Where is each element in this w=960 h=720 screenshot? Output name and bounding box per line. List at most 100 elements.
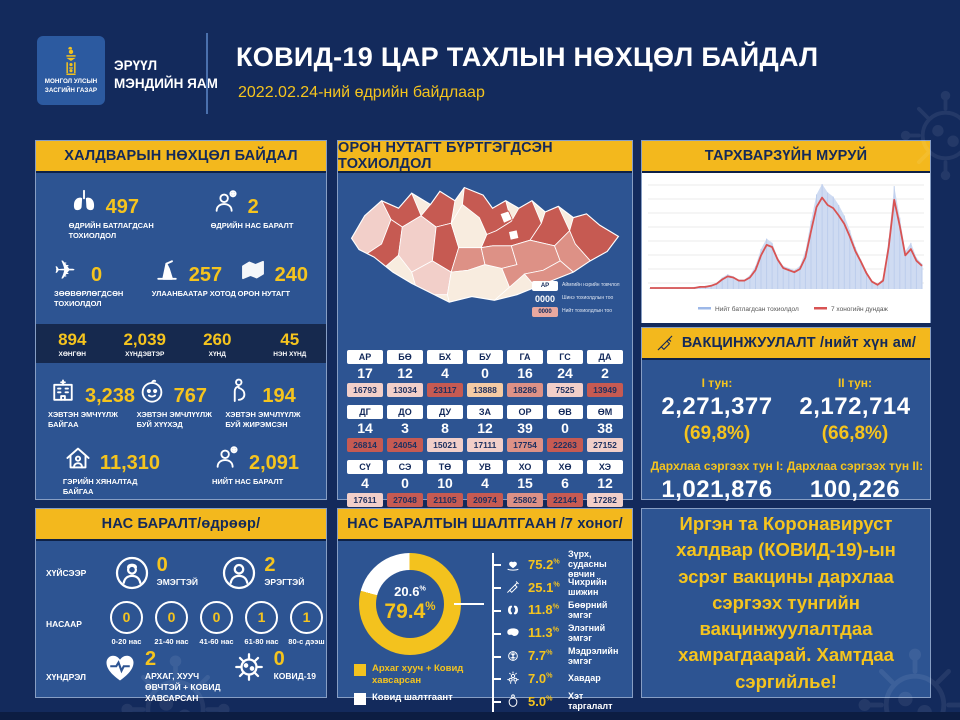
province-abbr: СЭ: [387, 460, 423, 474]
cause-percent: 11.3%: [528, 625, 559, 641]
vaccination-dose-label: Дархлаа сэргээх тун I:: [650, 459, 784, 473]
deaths-by-age-row: НАСААР 0 0-20 нас 0 21-40 нас 0 41-60 нас 1 61-8…: [46, 598, 325, 649]
syringe-icon: [656, 334, 674, 352]
government-logo: МОНГОЛ УЛСЫН ЗАСГИЙН ГАЗАР: [37, 36, 105, 105]
curve-panel-title: ТАРХВАРЗҮЙН МУРУЙ: [642, 141, 930, 173]
age-value: 0: [200, 600, 233, 634]
stat-value: 2: [247, 196, 259, 218]
donut-comorbid-pct: 79.4%: [384, 599, 436, 623]
vaccination-panel-header: ВАКЦИНЖУУЛАЛТ /нийт хүн ам/: [642, 328, 930, 360]
heart-hand-icon: [505, 556, 521, 572]
stat-label: ЗӨӨВӨРЛӨГДСӨН ТОХИОЛДОЛ: [54, 289, 124, 309]
cause-percent: 7.0%: [528, 670, 553, 686]
virus-icon: [231, 649, 267, 685]
province-cell: ГА 16 18286: [507, 350, 543, 397]
complication-stat: 2 АРХАГ, ХУУЧ ӨВЧТЭЙ + КОВИД ХАВСАРСАН: [102, 649, 231, 704]
deaths-by-complication-row: ХҮНДРЭЛ 2 АРХАГ, ХУУЧ ӨВЧТЭЙ + КОВИД ХАВСА…: [46, 649, 316, 704]
stat-value: 0: [91, 264, 103, 287]
province-cell: ӨВ 0 22263: [547, 405, 583, 452]
regional-panel-title: ОРОН НУТАГТ БҮРТГЭГДСЭН ТОХИОЛДОЛ: [338, 140, 632, 173]
cause-name: Бөөрний эмгэг: [568, 599, 608, 620]
province-abbr: БӨ: [387, 350, 423, 364]
cause-percent: 5.0%: [528, 693, 553, 709]
obesity-icon: [505, 693, 521, 709]
province-total-cases: 25802: [507, 493, 543, 507]
stat-value: 257: [188, 264, 223, 287]
severity-label: ХӨНГӨН: [58, 350, 87, 358]
vaccination-panel: ВАКЦИНЖУУЛАЛТ /нийт хүн ам/ I тун: 2,271,…: [641, 327, 931, 527]
kidney-icon: [505, 602, 521, 618]
map-legend-swatch: АР: [532, 281, 558, 291]
stat: ✈ 0 ЗӨӨВӨРЛӨГДСӨН ТОХИОЛДОЛ: [54, 255, 150, 309]
stat-value: 11,310: [99, 451, 160, 474]
causes-panel-title: НАС БАРАЛТЫН ШАЛТГААН /7 хоног/: [338, 509, 632, 541]
province-new-cases: 16: [517, 365, 533, 381]
soyombo-icon: [60, 46, 82, 76]
stat-label: ОРОН НУТАГТ: [237, 289, 291, 299]
baby-icon: [137, 376, 167, 406]
province-cell: ДО 3 24054: [387, 405, 423, 452]
vaccination-count: 2,172,714: [799, 393, 911, 420]
age-stat: 1 80-с дээш: [284, 600, 329, 646]
severity-value: 260: [203, 329, 232, 349]
cause-item: 11.3% Элэгний эмгэг: [494, 621, 624, 644]
province-cell: БХ 4 23117: [427, 350, 463, 397]
province-total-cases: 22144: [547, 493, 583, 507]
complication-value: 2: [145, 648, 157, 670]
severity-value: 45: [280, 329, 300, 349]
ministry-line1: ЭРҮҮЛ: [114, 58, 158, 73]
map-legend-text: Шинэ тохиолдлын тоо: [562, 295, 614, 302]
province-cell: ЗА 12 17111: [467, 405, 503, 452]
stat-label: ӨДРИЙН НАС БАРАЛТ: [210, 221, 294, 230]
province-new-cases: 24: [557, 365, 573, 381]
legend-swatch: [354, 664, 366, 676]
stat-label: ХЭВТЭН ЭМЧЛҮҮЛЖ БУЙ ЖИРЭМСЭН: [225, 409, 301, 429]
age-range-label: 0-20 нас: [111, 636, 142, 646]
cause-percent: 75.2%: [528, 556, 560, 572]
epidemic-curve-chart: Нийт батлагдсан тохиолдол 7 хоногийн дунд…: [642, 173, 930, 323]
infection-stats-row3: 3,238 ХЭВТЭН ЭМЧҮҮЛЖ БАЙГАА 767 ХЭВТЭН ЭМЧЛ…: [36, 363, 326, 430]
age-value: 1: [245, 600, 278, 634]
cause-name: Хэт таргалалт: [568, 691, 613, 712]
region-icon: [238, 255, 268, 285]
province-table-row: СҮ 4 17611 СЭ 0 27048 ТӨ 10 21105 УВ 4 20974 ХО 15 258…: [347, 460, 623, 507]
stat: 2,091 НИЙТ НАС БАРАЛТ: [212, 443, 299, 497]
province-cell: ХЭ 12 17282: [587, 460, 623, 507]
mongolia-map-svg: [350, 186, 620, 303]
city-inset: [499, 210, 513, 224]
province-cell: БУ 0 13888: [467, 350, 503, 397]
logo-line2: ЗАСГИЙН ГАЗАР: [44, 86, 98, 94]
province-total-cases: 17611: [347, 493, 383, 507]
province-new-cases: 2: [601, 365, 609, 381]
cause-percent: 11.8%: [528, 602, 559, 618]
deaths-age-label: НАСААР: [46, 618, 82, 629]
legend-swatch: [354, 692, 366, 705]
map-legend: АР Аймгийн нэрийн товчлол 0000 Шинэ тохиолд…: [532, 281, 622, 320]
province-new-cases: 0: [481, 365, 489, 381]
province-total-cases: 18286: [507, 383, 543, 397]
virus-watermark: [855, 645, 960, 720]
complication-label: АРХАГ, ХУУЧ ӨВЧТЭЙ + КОВИД ХАВСАРСАН: [145, 671, 221, 704]
legend-label: Ковид шалтгаант: [372, 691, 453, 703]
stat-label: ХЭВТЭН ЭМЧҮҮЛЖ БАЙГАА: [48, 409, 118, 429]
province-abbr: ГС: [547, 350, 583, 364]
province-cell: ТӨ 10 21105: [427, 460, 463, 507]
stat-value: 194: [262, 384, 296, 407]
province-region: [446, 264, 510, 303]
province-total-cases: 20974: [467, 493, 503, 507]
donut-chart: 20.6% 79.4%: [359, 553, 461, 655]
sex-stat: 2 ЭРЭГТЭЙ: [221, 555, 304, 591]
province-new-cases: 4: [441, 365, 449, 381]
stat: 240 ОРОН НУТАГТ: [238, 255, 308, 309]
public-message-text: Иргэн та Коронавируст халдвар (КОВИД-19)…: [676, 513, 896, 692]
connector-line: [454, 603, 484, 605]
cause-name: Мэдрэлийн эмгэг: [568, 645, 619, 666]
logo-line1: МОНГОЛ УЛСЫН: [44, 78, 98, 85]
female-icon: [114, 555, 150, 591]
vaccination-stat: I тун: 2,271,377 (69,8%): [648, 376, 786, 445]
causes-content: 20.6% 79.4% Архаг хууч + Ковид хавсарсан…: [338, 541, 632, 713]
severity-label: ХҮНДЭВТЭР: [125, 350, 165, 358]
province-region: [480, 245, 518, 269]
stat: 194 ХЭВТЭН ЭМЧЛҮҮЛЖ БУЙ ЖИРЭМСЭН: [225, 376, 314, 430]
province-new-cases: 12: [477, 420, 493, 436]
